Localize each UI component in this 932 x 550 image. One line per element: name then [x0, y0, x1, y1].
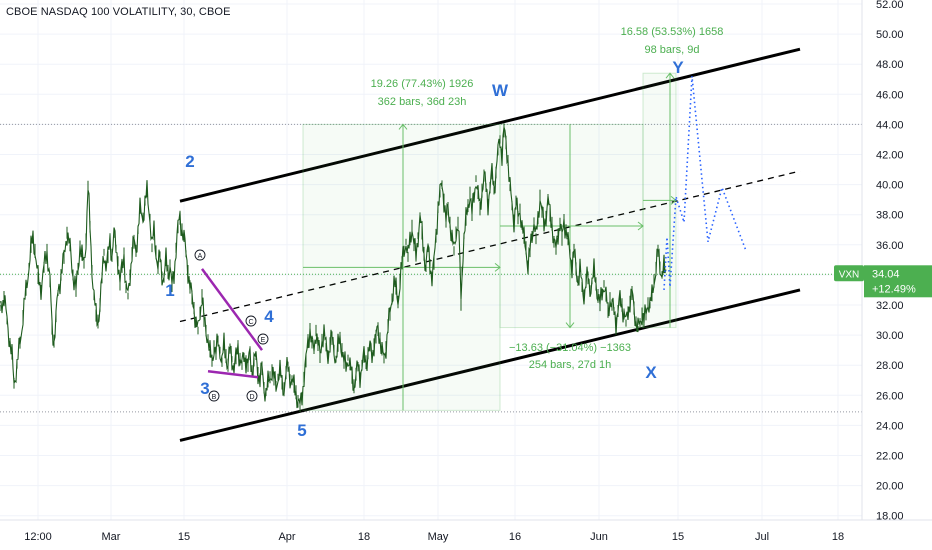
y-tick-label: 30.00: [876, 330, 904, 342]
channel-mid-line: [179, 170, 801, 323]
x-tick-label: May: [428, 531, 449, 543]
price-series: [0, 123, 667, 413]
measure-arrow-v: [565, 322, 575, 329]
circle-label-bg: [208, 390, 220, 402]
y-tick-label: 46.00: [876, 89, 904, 101]
wave-label-2: 2: [185, 152, 194, 171]
x-tick-label: Jun: [590, 531, 608, 543]
abc-lines[interactable]: [200, 268, 264, 379]
y-tick-label: 36.00: [876, 240, 904, 252]
x-tick-label: 18: [358, 531, 370, 543]
y-tick-label: 50.00: [876, 29, 904, 41]
tag-symbol: VXN: [839, 269, 860, 280]
tag-value-bg: [864, 265, 932, 298]
tag-symbol-bg: [834, 265, 864, 282]
wave-labels: 2 1 3 4 5 W X Y A B C D E: [165, 58, 684, 440]
tag-change: +12.49%: [872, 283, 916, 295]
circle-label-b: B: [212, 394, 217, 401]
x-tick-label: 15: [672, 531, 684, 543]
wave-label-x: X: [645, 363, 657, 382]
y-tick-label: 26.00: [876, 390, 904, 402]
circle-label-c: C: [248, 319, 253, 326]
measure-label-value: 16.58 (53.53%) 1658: [621, 26, 724, 38]
channel-upper-line: [179, 47, 801, 203]
measure-arrow-h: [494, 262, 501, 272]
x-tick-label: 16: [509, 531, 521, 543]
y-tick-label: 42.00: [876, 150, 904, 162]
circle-label-bg: [257, 333, 269, 345]
y-tick-label: 18.00: [876, 511, 904, 523]
channel-lower-line: [179, 288, 801, 442]
x-tick-label: Apr: [278, 531, 295, 543]
x-tick-label: Jul: [755, 531, 769, 543]
abc-line: [200, 268, 264, 351]
circle-label-bg: [194, 249, 206, 261]
wave-label-5: 5: [297, 421, 306, 440]
y-tick-label: 40.00: [876, 180, 904, 192]
y-tick-label: 28.00: [876, 360, 904, 372]
measure-arrow-v: [665, 72, 675, 79]
circle-label-a: A: [198, 253, 203, 260]
x-tick-label: 12:00: [24, 531, 52, 543]
y-tick-label: 24.00: [876, 420, 904, 432]
x-tick-label: 15: [178, 531, 190, 543]
measure-label-value: 19.26 (77.43%) 1926: [371, 78, 474, 90]
trend-channel[interactable]: [179, 47, 801, 442]
measure-label-bars: 362 bars, 36d 23h: [378, 96, 467, 108]
y-tick-label: 48.00: [876, 59, 904, 71]
wave-label-y: Y: [672, 58, 684, 77]
chart-title: CBOE NASDAQ 100 VOLATILITY, 30, CBOE: [6, 6, 231, 18]
wave-label-3: 3: [200, 379, 209, 398]
price-line-path: [0, 127, 667, 409]
x-tick-label: 18: [832, 531, 844, 543]
y-tick-label: 20.00: [876, 481, 904, 493]
wave-label-w: W: [492, 81, 509, 100]
abc-line: [207, 369, 259, 379]
measure-arrow-h: [637, 221, 644, 231]
circle-label-bg: [245, 315, 257, 327]
measure-arrow-v: [398, 123, 408, 130]
y-axis[interactable]: 52.00 50.00 48.00 46.00 44.00 42.00 40.00 38.00…: [861, 0, 904, 523]
wave-label-1: 1: [165, 281, 174, 300]
y-tick-label: 38.00: [876, 210, 904, 222]
y-tick-label: 52.00: [876, 0, 904, 11]
gridlines: [0, 0, 862, 520]
wave-label-4: 4: [264, 307, 274, 326]
y-tick-label: 32.00: [876, 300, 904, 312]
x-tick-label: Mar: [102, 531, 121, 543]
circle-label-bg: [246, 390, 258, 402]
x-axis[interactable]: 12:00 Mar 15 Apr 18 May 16 Jun 15 Jul 18: [0, 519, 932, 543]
tag-value: 34.04: [872, 268, 900, 280]
price-tag: VXN 34.04 +12.49%: [834, 265, 932, 298]
measure-label-bars: 98 bars, 9d: [644, 44, 699, 56]
circle-label-e: E: [261, 337, 266, 344]
y-tick-label: 44.00: [876, 119, 904, 131]
measure-label-bars: 254 bars, 27d 1h: [529, 359, 612, 371]
y-tick-label: 22.00: [876, 451, 904, 463]
circle-label-d: D: [249, 394, 254, 401]
measure-label-value: −13.63 (−31.04%) −1363: [509, 342, 631, 354]
